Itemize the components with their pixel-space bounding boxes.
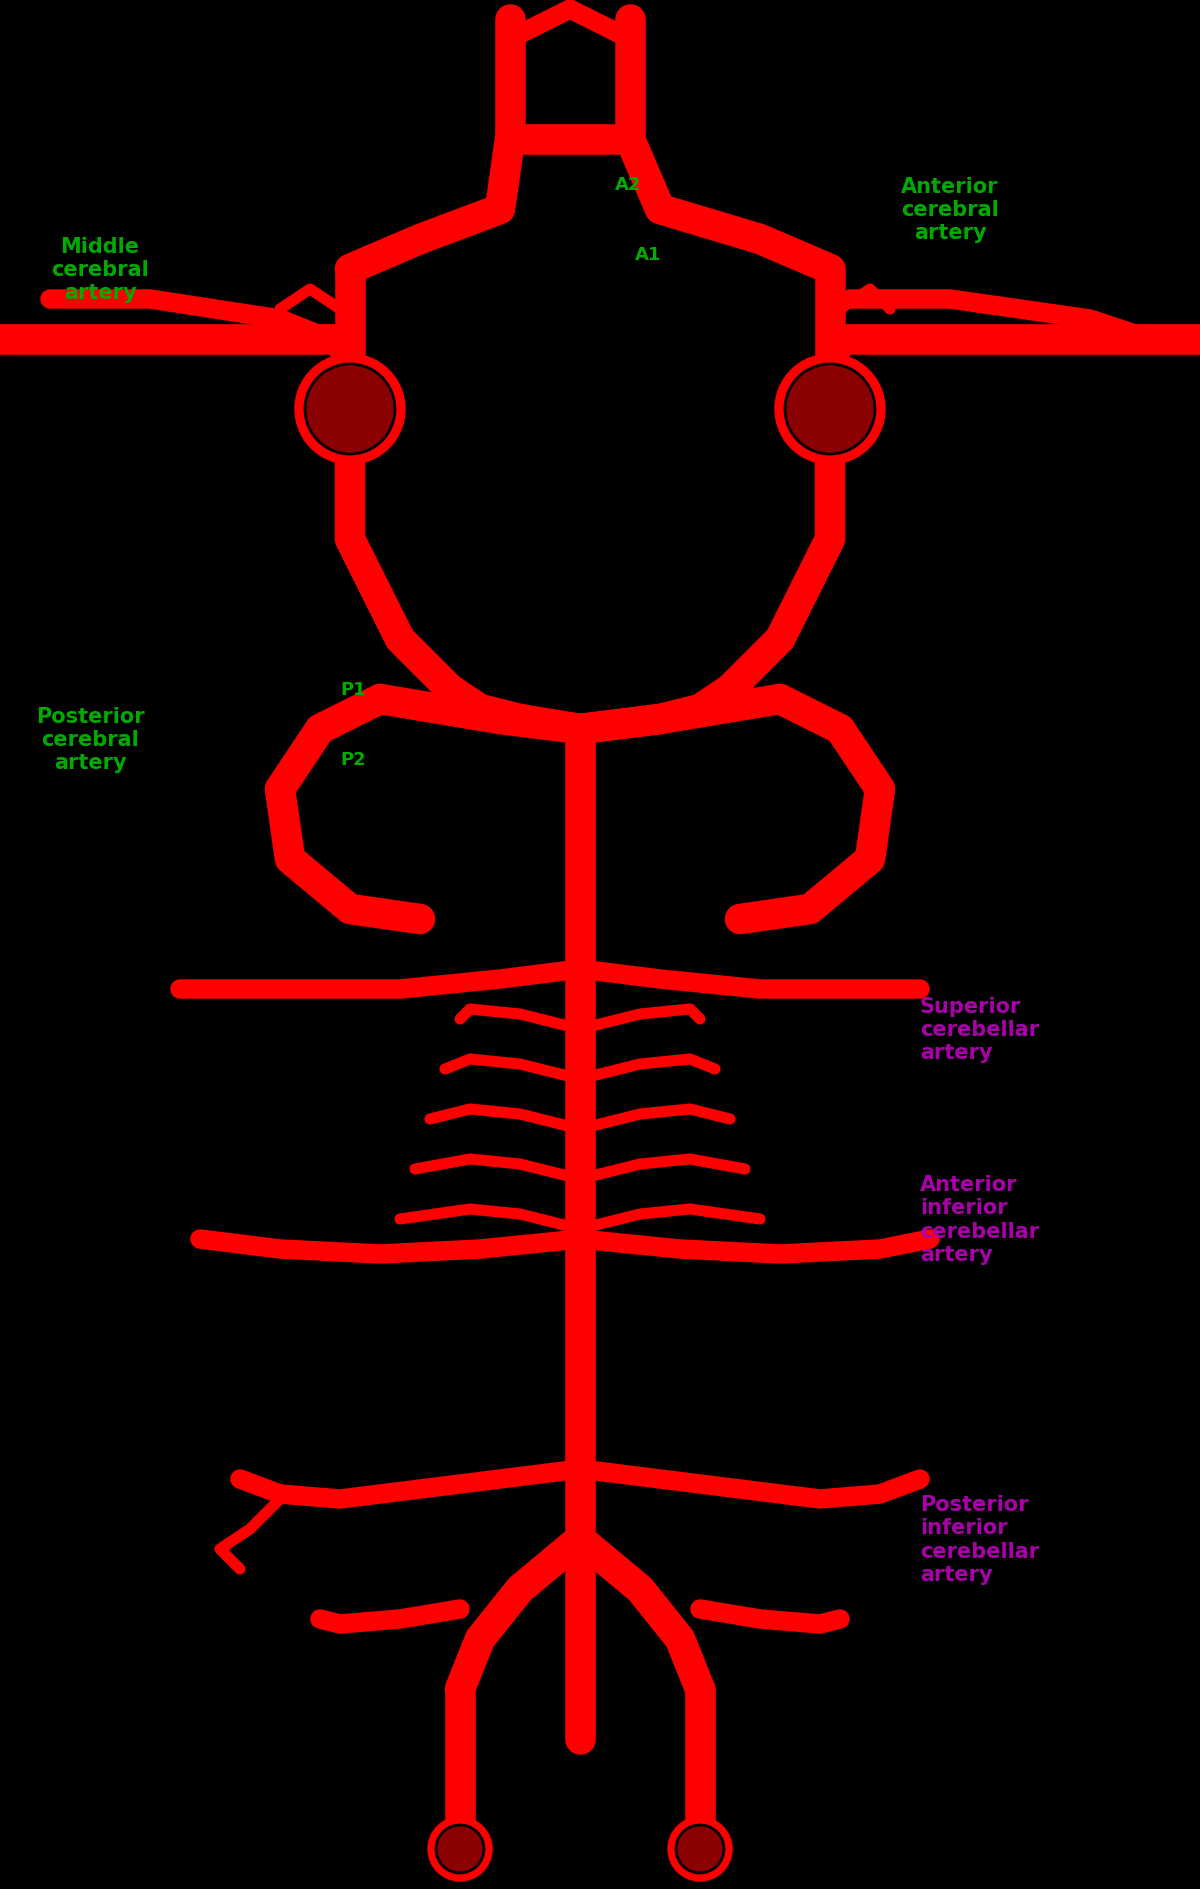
Circle shape: [295, 355, 406, 465]
Text: Posterior
inferior
cerebellar
artery: Posterior inferior cerebellar artery: [920, 1494, 1039, 1585]
Text: P1: P1: [340, 680, 366, 699]
Text: Middle
cerebral
artery: Middle cerebral artery: [52, 236, 149, 302]
Text: Anterior
cerebral
artery: Anterior cerebral artery: [901, 178, 998, 244]
Text: A1: A1: [635, 246, 661, 264]
Text: A2: A2: [616, 176, 641, 195]
Circle shape: [785, 365, 875, 455]
Circle shape: [305, 365, 395, 455]
Circle shape: [428, 1817, 492, 1881]
Circle shape: [668, 1817, 732, 1881]
Circle shape: [436, 1825, 484, 1874]
Circle shape: [676, 1825, 724, 1874]
Circle shape: [775, 355, 886, 465]
Text: Superior
cerebellar
artery: Superior cerebellar artery: [920, 996, 1039, 1064]
Text: P2: P2: [340, 750, 366, 769]
Text: Posterior
cerebral
artery: Posterior cerebral artery: [36, 706, 144, 773]
Text: Anterior
inferior
cerebellar
artery: Anterior inferior cerebellar artery: [920, 1175, 1039, 1264]
